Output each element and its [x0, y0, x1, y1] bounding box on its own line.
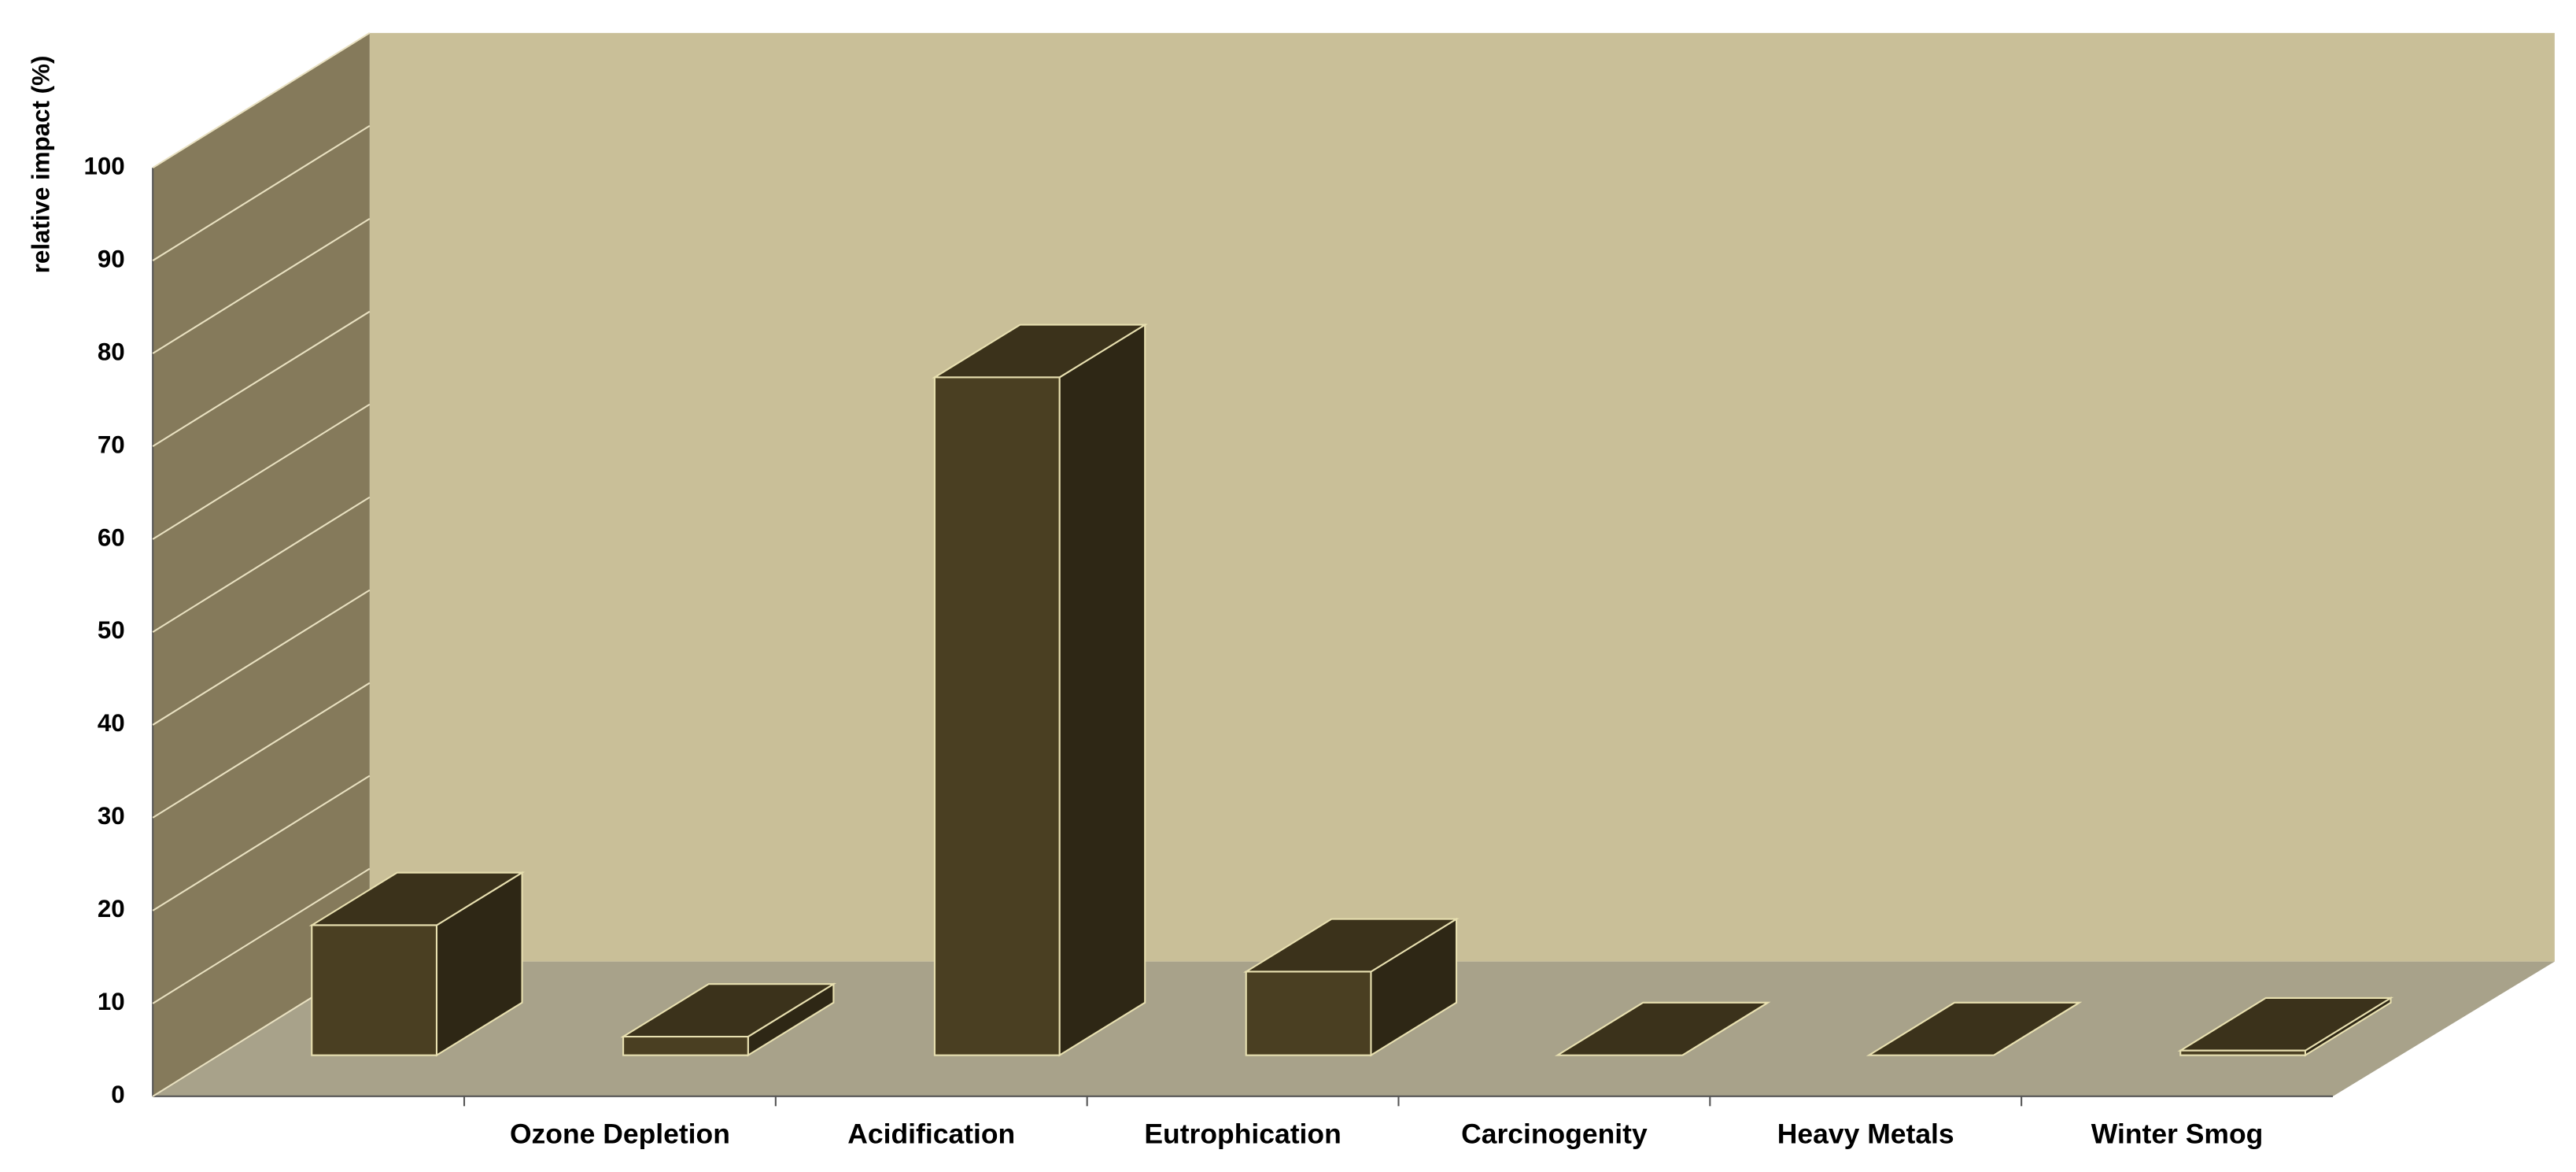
x-tick-label: Eutrophication: [1144, 1118, 1341, 1149]
grid-line: [152, 496, 371, 633]
grid-line: [152, 775, 371, 911]
bar-top: [1866, 1001, 2083, 1056]
y-tick-label: 20: [98, 895, 125, 922]
grid-line: [152, 682, 371, 819]
bar-top: [1554, 1001, 1771, 1056]
y-tick-label: 30: [98, 802, 125, 830]
y-tick-label: 70: [98, 431, 125, 458]
bar: [311, 924, 438, 1056]
x-tick-label: Carcinogenity: [1461, 1118, 1648, 1149]
x-tick-label: Acidification: [847, 1118, 1015, 1149]
grid-line: [152, 217, 371, 354]
y-tick-label: 10: [98, 988, 125, 1015]
back-wall: [369, 32, 2555, 962]
grid-line: [152, 589, 371, 726]
grid-line: [152, 403, 371, 540]
grid-line: [152, 124, 371, 261]
y-tick-label: 90: [98, 245, 125, 272]
y-tick-label: 40: [98, 709, 125, 737]
y-axis-label: relative impact (%): [28, 56, 55, 274]
bar: [622, 1035, 749, 1056]
grid-line: [152, 31, 371, 168]
bar-side: [1058, 323, 1146, 1057]
bar: [1245, 971, 1372, 1056]
bar: [2179, 1049, 2306, 1056]
grid-line: [152, 867, 371, 1004]
x-tick-label: Winter Smog: [2091, 1118, 2264, 1149]
x-tick-label: Ozone Depletion: [510, 1118, 730, 1149]
grid-line: [152, 310, 371, 447]
y-tick-label: 50: [98, 616, 125, 644]
x-tick-label: Heavy Metals: [1777, 1118, 1954, 1149]
y-tick-label: 100: [83, 152, 124, 179]
y-tick-label: 80: [98, 338, 125, 365]
y-tick-label: 60: [98, 523, 125, 551]
y-tick-label: 0: [111, 1081, 124, 1108]
bar: [933, 376, 1061, 1056]
